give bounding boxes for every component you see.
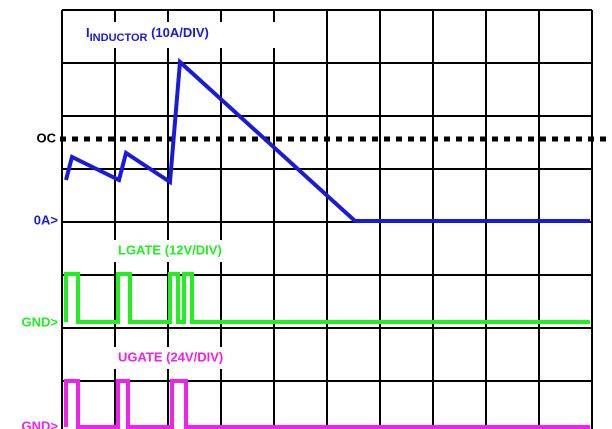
zero-amp-label: 0A>: [34, 212, 59, 227]
oc-label: OC: [37, 130, 57, 145]
lgate-label: LGATE (12V/DIV): [118, 242, 222, 257]
ugate-gnd-label: GND>: [22, 418, 59, 429]
inductor-label-sub: INDUCTOR: [90, 32, 148, 44]
inductor-label-scale: (10A/DIV): [147, 25, 208, 40]
lgate-gnd-label: GND>: [22, 314, 59, 329]
label-background: [112, 240, 272, 262]
label-background: [80, 22, 280, 48]
label-background: [112, 347, 272, 369]
inductor-trace: [64, 57, 590, 223]
ugate-label: UGATE (24V/DIV): [118, 349, 223, 364]
ugate-trace: [64, 379, 590, 429]
grid: [61, 9, 593, 429]
inductor-label-main: I: [86, 25, 90, 40]
lgate-trace: [64, 272, 590, 324]
inductor-label: IINDUCTOR (10A/DIV): [86, 25, 209, 43]
